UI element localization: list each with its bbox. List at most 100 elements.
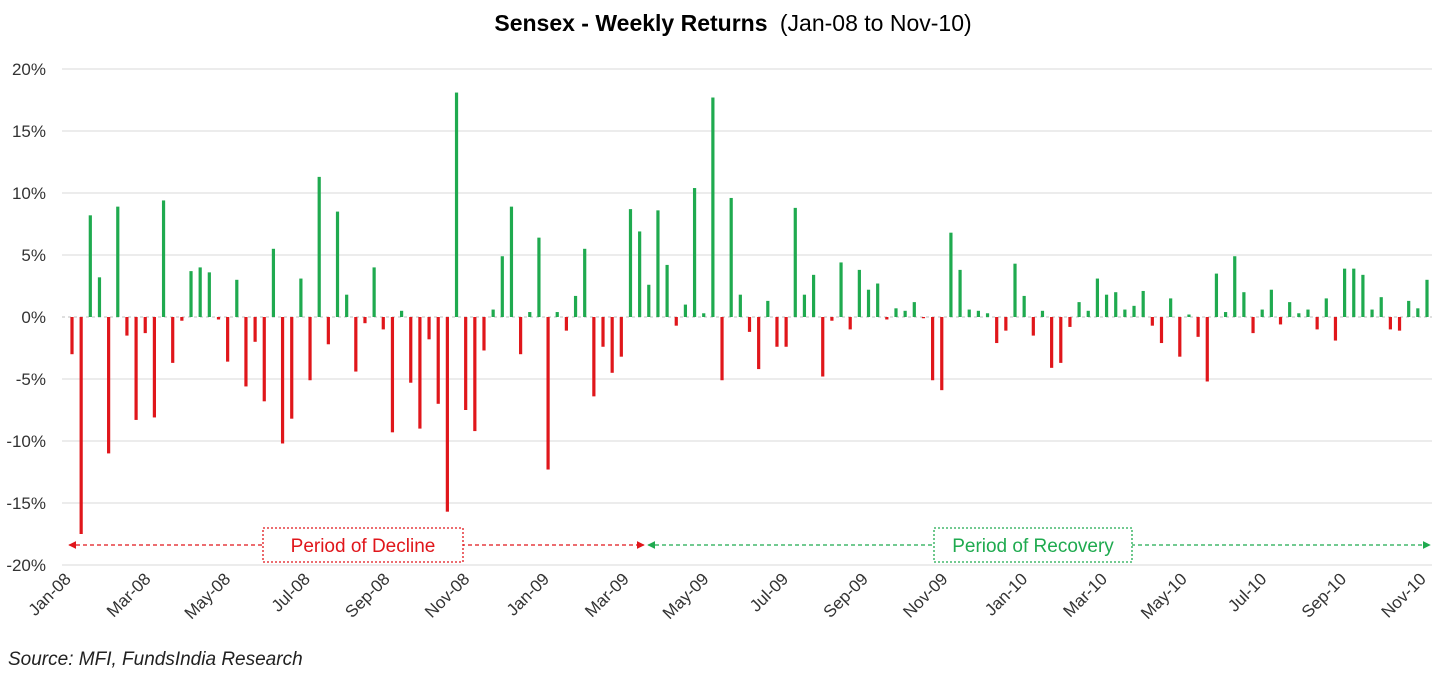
bar: [1187, 314, 1191, 317]
bar: [372, 267, 376, 317]
x-tick-label: May-10: [1137, 569, 1191, 623]
x-tick-label: Nov-08: [421, 569, 473, 621]
bar: [491, 309, 495, 317]
bar: [894, 308, 898, 317]
bar: [262, 317, 266, 402]
x-tick-label: Jul-10: [1224, 569, 1270, 615]
bar: [940, 317, 944, 391]
chart-title-bold: Sensex - Weekly Returns: [494, 10, 767, 36]
bar: [1214, 273, 1219, 317]
bar: [390, 317, 395, 433]
bar: [528, 312, 532, 317]
bar: [656, 210, 660, 317]
y-tick-label: -15%: [6, 494, 46, 513]
decline-label: Period of Decline: [291, 536, 436, 557]
bar: [573, 295, 578, 317]
bar: [592, 317, 596, 397]
bar: [802, 294, 807, 317]
annotations: Period of Decline Period of Recovery: [68, 527, 1431, 563]
bar: [180, 317, 184, 321]
x-tick-label: Nov-09: [899, 569, 951, 621]
x-tick-label: Nov-10: [1378, 569, 1430, 621]
bar: [464, 317, 468, 410]
x-axis-tick-labels: Jan-08 Mar-08 May-08 Jul-08 Sep-08 Nov-08 Jan-…: [25, 569, 1430, 623]
bar: [125, 317, 129, 336]
y-tick-label: -10%: [6, 432, 46, 451]
bar: [271, 248, 276, 317]
bar: [638, 231, 642, 317]
bar: [171, 317, 175, 363]
x-tick-label: May-08: [181, 569, 235, 623]
bar: [326, 317, 330, 345]
bar: [1031, 317, 1035, 336]
bar: [399, 310, 404, 317]
bar: [985, 313, 990, 317]
bar: [1242, 292, 1246, 317]
bar: [1288, 302, 1292, 317]
bar: [546, 317, 550, 470]
bar: [207, 272, 211, 317]
chart-title-rest: (Jan-08 to Nov-10): [780, 10, 972, 36]
bar: [445, 317, 449, 512]
bar: [354, 317, 358, 372]
x-tick-label: Jul-09: [746, 569, 792, 615]
bar: [1059, 317, 1063, 363]
bar: [1196, 317, 1200, 337]
bar: [537, 237, 541, 317]
bar: [427, 317, 431, 340]
y-tick-label: 0%: [21, 308, 46, 327]
bar: [967, 309, 971, 317]
bar: [1251, 317, 1255, 334]
bar: [711, 97, 715, 318]
bar: [500, 256, 504, 317]
y-tick-label: -5%: [16, 370, 46, 389]
bar: [418, 317, 422, 429]
bar: [1306, 309, 1310, 317]
bar: [1297, 313, 1301, 317]
bar: [235, 279, 239, 317]
bar: [1379, 297, 1383, 317]
bar: [226, 317, 230, 362]
bar: [280, 317, 285, 444]
bar: [363, 317, 367, 324]
bar: [161, 200, 166, 317]
bar: [848, 317, 852, 330]
y-tick-label: 15%: [12, 122, 46, 141]
bar: [1004, 317, 1008, 331]
bar: [97, 277, 102, 317]
bar: [79, 317, 83, 534]
y-axis-tick-labels: 20% 15% 10% 5% 0% -5% -10% -15% -20%: [6, 60, 46, 575]
x-tick-label: Mar-08: [103, 569, 155, 621]
bar: [995, 317, 999, 344]
x-tick-label: Jul-08: [268, 569, 314, 615]
bar: [958, 269, 962, 317]
y-tick-label: 20%: [12, 60, 46, 79]
bar: [134, 317, 138, 420]
bar: [454, 92, 459, 317]
bar: [116, 206, 120, 317]
bar: [583, 248, 587, 317]
bar: [1022, 295, 1026, 317]
bar: [290, 317, 294, 419]
bar: [1086, 310, 1090, 317]
decline-box: [262, 527, 464, 563]
bar: [1425, 279, 1429, 317]
bar: [757, 317, 761, 370]
bar: [1132, 305, 1136, 317]
bar: [665, 264, 669, 317]
bar: [811, 274, 816, 317]
bar: [1223, 312, 1228, 317]
bar: [729, 197, 733, 317]
x-tick-label: Jan-09: [503, 569, 553, 619]
bar: [1388, 317, 1392, 330]
bar: [720, 317, 724, 381]
bar: [253, 317, 257, 342]
bar: [702, 313, 706, 317]
x-tick-label: Mar-09: [581, 569, 633, 621]
bar: [866, 289, 871, 317]
bar: [683, 304, 688, 317]
bar: [1169, 298, 1173, 317]
bar: [857, 269, 861, 317]
y-tick-label: 5%: [21, 246, 46, 265]
bar: [903, 310, 907, 317]
